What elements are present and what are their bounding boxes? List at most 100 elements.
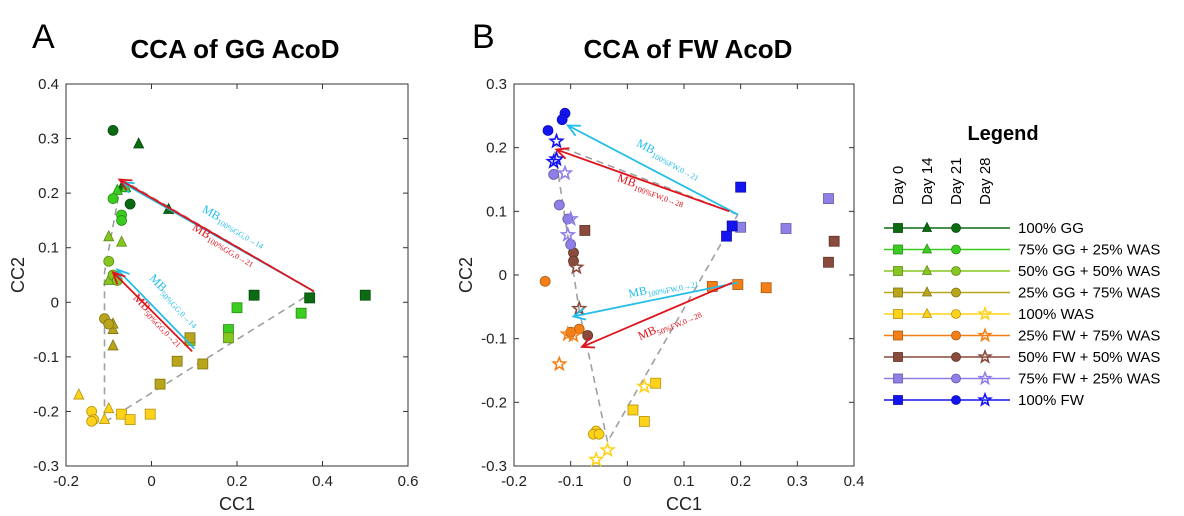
y-tick-label: 0.3 xyxy=(38,131,59,148)
data-point xyxy=(103,229,115,242)
data-point xyxy=(565,326,582,343)
arrow-label-main: MB xyxy=(616,171,638,190)
data-point xyxy=(115,235,128,247)
data-point xyxy=(559,226,577,242)
data-point xyxy=(103,255,115,267)
legend-marker xyxy=(921,264,933,275)
arrow-head xyxy=(580,336,596,349)
legend-marker xyxy=(977,348,993,364)
data-point xyxy=(627,404,639,416)
data-point xyxy=(295,307,307,319)
data-point xyxy=(231,302,243,314)
data-point xyxy=(124,414,136,426)
arrow-head xyxy=(571,307,587,321)
arrow-head xyxy=(565,124,581,137)
data-point xyxy=(542,125,554,136)
y-axis-label: CC2 xyxy=(456,257,476,293)
legend-marker xyxy=(951,373,961,384)
y-tick-label: 0 xyxy=(51,294,59,311)
data-point xyxy=(154,378,166,390)
data-point xyxy=(726,220,738,232)
x-axis-label: CC1 xyxy=(666,494,702,514)
legend-marker xyxy=(893,266,903,276)
data-point xyxy=(73,388,85,400)
arrow-label-main: MB xyxy=(636,323,659,343)
legend-marker xyxy=(951,287,961,298)
data-point xyxy=(650,377,662,389)
legend-marker xyxy=(951,266,961,276)
data-point xyxy=(551,355,568,372)
data-point xyxy=(107,124,119,136)
legend-marker xyxy=(893,330,903,341)
data-point xyxy=(171,355,183,367)
plot-frame xyxy=(513,83,855,467)
legend-column-label: Day 0 xyxy=(890,166,907,205)
x-tick-label: -0.1 xyxy=(558,473,584,490)
legend-marker xyxy=(951,352,961,362)
x-tick-label: 0 xyxy=(147,473,155,490)
legend-marker xyxy=(893,395,903,405)
data-point xyxy=(636,377,653,394)
y-tick-label: 0 xyxy=(499,267,507,284)
legend-column-label: Day 21 xyxy=(948,157,965,205)
x-tick-label: -0.2 xyxy=(501,473,527,490)
data-point xyxy=(116,215,127,226)
chart-title-a: CCA of GG AcoD xyxy=(131,34,340,64)
legend-marker xyxy=(951,330,961,341)
legend-item-label: 50% FW + 50% WAS xyxy=(1018,349,1160,366)
x-tick-label: 0.2 xyxy=(227,473,248,490)
y-tick-label: -0.2 xyxy=(481,394,507,411)
y-tick-label: -0.1 xyxy=(481,331,507,348)
data-point xyxy=(248,289,260,301)
legend-marker xyxy=(893,244,903,255)
data-point xyxy=(553,199,565,211)
legend-marker xyxy=(893,223,903,233)
data-point xyxy=(124,198,136,210)
data-point xyxy=(548,169,560,180)
centroid-path xyxy=(552,143,739,445)
data-point xyxy=(732,279,744,290)
x-tick-label: 0.3 xyxy=(787,473,808,490)
data-point xyxy=(638,416,650,427)
data-point xyxy=(828,235,840,247)
y-tick-label: 0.3 xyxy=(486,76,507,93)
data-point xyxy=(184,332,196,344)
data-point xyxy=(562,210,579,227)
data-point xyxy=(304,292,316,304)
legend-title: Legend xyxy=(967,123,1038,145)
biplot-arrow xyxy=(112,271,193,353)
x-tick-label: -0.2 xyxy=(53,473,79,490)
data-point xyxy=(359,289,371,301)
legend-item-label: 25% GG + 75% WAS xyxy=(1018,285,1160,302)
biplot-arrow xyxy=(573,281,739,318)
legend-column-label: Day 14 xyxy=(919,157,936,205)
arrow-head xyxy=(111,270,126,285)
biplot-arrow xyxy=(556,148,730,213)
biplot-arrow xyxy=(118,178,315,293)
y-tick-label: 0.2 xyxy=(486,140,507,157)
data-point xyxy=(556,164,574,181)
data-point xyxy=(539,275,551,287)
x-tick-label: 0.4 xyxy=(844,473,865,490)
legend-item-label: 75% GG + 25% WAS xyxy=(1018,242,1160,259)
y-tick-label: 0.1 xyxy=(486,203,507,220)
legend-marker xyxy=(977,327,993,343)
legend-item-label: 100% GG xyxy=(1018,220,1084,237)
legend-marker xyxy=(977,305,993,321)
arrow-head xyxy=(554,147,570,160)
legend-item-label: 75% FW + 25% WAS xyxy=(1018,371,1160,388)
legend-marker xyxy=(893,352,903,362)
data-point xyxy=(548,132,565,149)
legend-marker xyxy=(893,287,903,298)
legend-item-label: 25% FW + 75% WAS xyxy=(1018,328,1160,345)
x-tick-label: 0 xyxy=(623,473,631,490)
data-point xyxy=(107,193,119,205)
y-tick-label: 0.1 xyxy=(38,240,59,257)
arrow-head xyxy=(115,268,130,283)
biplot-arrow xyxy=(581,281,733,348)
data-point xyxy=(587,450,605,467)
legend-marker xyxy=(951,244,961,255)
data-point xyxy=(144,408,156,420)
x-tick-label: 0.6 xyxy=(398,473,419,490)
